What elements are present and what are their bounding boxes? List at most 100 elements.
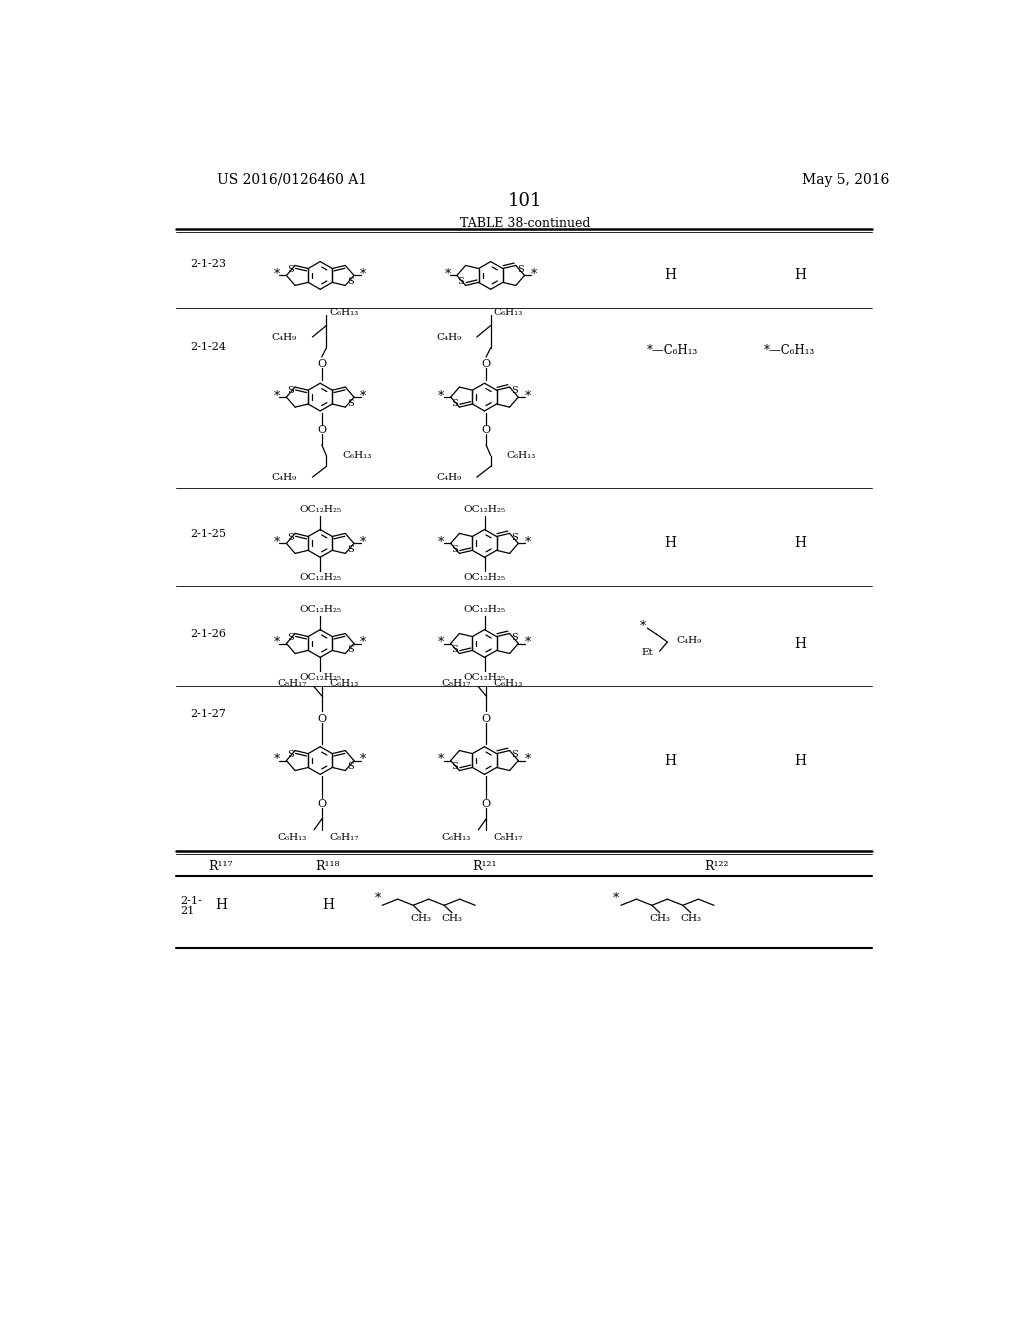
Text: *: * <box>274 389 281 403</box>
Text: *: * <box>530 268 537 281</box>
Text: *: * <box>639 620 646 634</box>
Text: S: S <box>511 533 518 541</box>
Text: *: * <box>274 754 281 767</box>
Text: US 2016/0126460 A1: US 2016/0126460 A1 <box>217 173 368 187</box>
Text: 101: 101 <box>508 191 542 210</box>
Text: OC₁₂H₂₅: OC₁₂H₂₅ <box>464 506 506 513</box>
Text: S: S <box>347 277 353 286</box>
Text: H: H <box>665 536 677 550</box>
Text: C₆H₁₃: C₆H₁₃ <box>330 678 358 688</box>
Text: H: H <box>665 754 677 767</box>
Text: S: S <box>287 750 294 759</box>
Text: *: * <box>360 268 367 281</box>
Text: O: O <box>317 714 327 723</box>
Text: R¹¹⁷: R¹¹⁷ <box>209 861 233 874</box>
Text: S: S <box>287 265 294 273</box>
Text: 2-1-23: 2-1-23 <box>190 259 226 269</box>
Text: C₆H₁₃: C₆H₁₃ <box>342 451 371 461</box>
Text: S: S <box>347 399 353 408</box>
Text: H: H <box>215 899 227 912</box>
Text: C₈H₁₇: C₈H₁₇ <box>330 833 358 842</box>
Text: *: * <box>375 892 381 906</box>
Text: Et: Et <box>642 648 653 657</box>
Text: S: S <box>517 265 524 273</box>
Text: C₈H₁₇: C₈H₁₇ <box>441 678 471 688</box>
Text: S: S <box>511 632 518 642</box>
Text: H: H <box>795 754 807 767</box>
Text: 2-1-24: 2-1-24 <box>190 342 226 352</box>
Text: CH₃: CH₃ <box>441 915 463 924</box>
Text: S: S <box>287 632 294 642</box>
Text: *: * <box>274 268 281 281</box>
Text: S: S <box>347 545 353 554</box>
Text: *: * <box>274 536 281 549</box>
Text: R¹¹⁸: R¹¹⁸ <box>315 861 340 874</box>
Text: C₈H₁₇: C₈H₁₇ <box>494 833 523 842</box>
Text: CH₃: CH₃ <box>649 915 670 924</box>
Text: O: O <box>481 799 490 809</box>
Text: S: S <box>511 750 518 759</box>
Text: C₆H₁₃: C₆H₁₃ <box>494 308 523 317</box>
Text: H: H <box>795 268 807 282</box>
Text: OC₁₂H₂₅: OC₁₂H₂₅ <box>299 673 341 682</box>
Text: *: * <box>524 536 530 549</box>
Text: *: * <box>274 636 281 649</box>
Text: C₄H₉: C₄H₉ <box>436 333 461 342</box>
Text: *: * <box>438 754 444 767</box>
Text: *: * <box>360 754 367 767</box>
Text: *—C₆H₁₃: *—C₆H₁₃ <box>647 345 698 358</box>
Text: *: * <box>444 268 451 281</box>
Text: S: S <box>452 762 458 771</box>
Text: C₄H₉: C₄H₉ <box>271 333 297 342</box>
Text: OC₁₂H₂₅: OC₁₂H₂₅ <box>299 506 341 513</box>
Text: *: * <box>360 536 367 549</box>
Text: *: * <box>613 892 620 906</box>
Text: CH₃: CH₃ <box>411 915 431 924</box>
Text: C₆H₁₃: C₆H₁₃ <box>441 833 471 842</box>
Text: O: O <box>481 425 490 436</box>
Text: S: S <box>452 545 458 554</box>
Text: C₆H₁₃: C₆H₁₃ <box>278 833 306 842</box>
Text: *: * <box>524 636 530 649</box>
Text: C₈H₁₇: C₈H₁₇ <box>276 678 306 688</box>
Text: OC₁₂H₂₅: OC₁₂H₂₅ <box>299 605 341 614</box>
Text: 2-1-26: 2-1-26 <box>190 630 226 639</box>
Text: *—C₆H₁₃: *—C₆H₁₃ <box>764 345 815 358</box>
Text: H: H <box>322 899 334 912</box>
Text: *: * <box>360 389 367 403</box>
Text: C₆H₁₃: C₆H₁₃ <box>494 678 523 688</box>
Text: S: S <box>287 533 294 541</box>
Text: O: O <box>317 799 327 809</box>
Text: C₆H₁₃: C₆H₁₃ <box>330 308 358 317</box>
Text: C₄H₉: C₄H₉ <box>677 636 701 645</box>
Text: S: S <box>347 645 353 655</box>
Text: *: * <box>524 754 530 767</box>
Text: OC₁₂H₂₅: OC₁₂H₂₅ <box>299 573 341 582</box>
Text: R¹²²: R¹²² <box>705 861 729 874</box>
Text: 2-1-25: 2-1-25 <box>190 529 226 539</box>
Text: 2-1-: 2-1- <box>180 896 203 907</box>
Text: *: * <box>360 636 367 649</box>
Text: O: O <box>317 425 327 436</box>
Text: O: O <box>317 359 327 370</box>
Text: *: * <box>438 536 444 549</box>
Text: OC₁₂H₂₅: OC₁₂H₂₅ <box>464 573 506 582</box>
Text: S: S <box>458 277 464 286</box>
Text: May 5, 2016: May 5, 2016 <box>802 173 890 187</box>
Text: H: H <box>665 268 677 282</box>
Text: *: * <box>438 389 444 403</box>
Text: C₆H₁₃: C₆H₁₃ <box>506 451 536 461</box>
Text: H: H <box>795 636 807 651</box>
Text: CH₃: CH₃ <box>680 915 701 924</box>
Text: OC₁₂H₂₅: OC₁₂H₂₅ <box>464 605 506 614</box>
Text: S: S <box>511 387 518 396</box>
Text: *: * <box>438 636 444 649</box>
Text: S: S <box>287 387 294 396</box>
Text: OC₁₂H₂₅: OC₁₂H₂₅ <box>464 673 506 682</box>
Text: R¹²¹: R¹²¹ <box>472 861 497 874</box>
Text: C₄H₉: C₄H₉ <box>436 473 461 482</box>
Text: S: S <box>452 645 458 655</box>
Text: O: O <box>481 359 490 370</box>
Text: S: S <box>452 399 458 408</box>
Text: O: O <box>481 714 490 723</box>
